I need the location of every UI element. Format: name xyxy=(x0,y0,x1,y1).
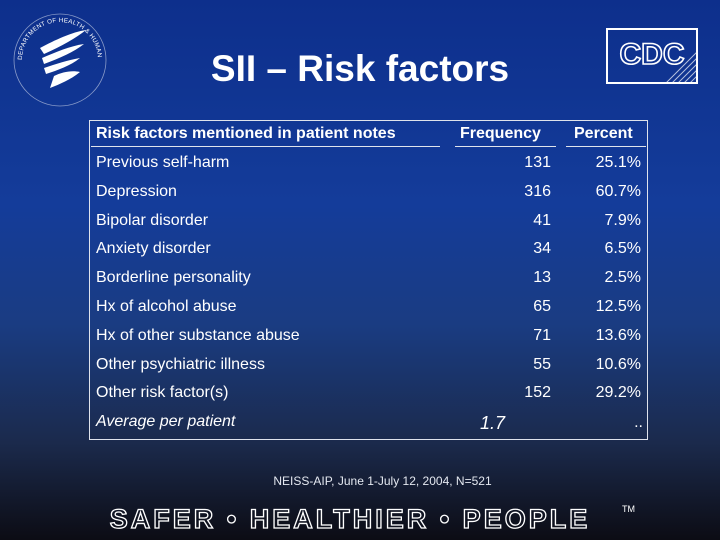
header-divider-percent xyxy=(566,146,646,147)
table-row: Anxiety disorder 34 6.5% xyxy=(96,240,641,262)
table-row: Hx of alcohol abuse 65 12.5% xyxy=(96,298,641,320)
tagline-text: SAFER • HEALTHIER • PEOPLE xyxy=(110,504,590,534)
risk-factor-label: Previous self-harm xyxy=(96,154,230,171)
table-row: Depression 316 60.7% xyxy=(96,183,641,205)
percent-value: 2.5% xyxy=(604,269,641,286)
frequency-value: 34 xyxy=(533,240,551,257)
header-risk-factors: Risk factors mentioned in patient notes xyxy=(96,125,396,142)
percent-value: 10.6% xyxy=(595,356,641,373)
average-frequency-value: 1.7 xyxy=(480,413,506,433)
header-divider-factor xyxy=(91,146,440,147)
percent-value: 6.5% xyxy=(604,240,641,257)
risk-factor-label: Other risk factor(s) xyxy=(96,384,229,401)
frequency-value: 55 xyxy=(533,356,551,373)
percent-value: 12.5% xyxy=(595,298,641,315)
trademark-mark: TM xyxy=(622,504,635,514)
risk-factor-label: Depression xyxy=(96,183,177,200)
table-row: Other psychiatric illness 55 10.6% xyxy=(96,356,641,378)
header-percent: Percent xyxy=(574,125,633,142)
risk-factor-label: Hx of alcohol abuse xyxy=(96,298,237,315)
frequency-value: 71 xyxy=(533,327,551,344)
table-row: Previous self-harm 131 25.1% xyxy=(96,154,641,176)
average-row: Average per patient xyxy=(96,413,641,435)
frequency-value: 41 xyxy=(533,212,551,229)
table-row: Other risk factor(s) 152 29.2% xyxy=(96,384,641,406)
percent-value: 7.9% xyxy=(604,212,641,229)
percent-value: 13.6% xyxy=(595,327,641,344)
percent-value: 60.7% xyxy=(595,183,641,200)
table-row: Bipolar disorder 41 7.9% xyxy=(96,212,641,234)
slide-title: SII – Risk factors xyxy=(210,48,510,89)
frequency-value: 13 xyxy=(533,269,551,286)
source-note: NEISS-AIP, June 1-July 12, 2004, N=521 xyxy=(273,474,492,488)
tagline-banner: SAFER • HEALTHIER • PEOPLE TM xyxy=(109,503,635,534)
risk-factors-table xyxy=(89,120,648,440)
risk-factor-label: Bipolar disorder xyxy=(96,212,209,229)
percent-value: 25.1% xyxy=(595,154,641,171)
frequency-value: 131 xyxy=(524,154,551,171)
frequency-value: 152 xyxy=(524,384,551,401)
frequency-value: 316 xyxy=(524,183,551,200)
risk-factor-label: Anxiety disorder xyxy=(96,240,211,257)
header-frequency: Frequency xyxy=(460,125,541,142)
frequency-value: 65 xyxy=(533,298,551,315)
risk-factor-label: Borderline personality xyxy=(96,269,251,286)
percent-value: 29.2% xyxy=(595,384,641,401)
header-divider-frequency xyxy=(455,146,556,147)
average-percent-value: .. xyxy=(634,414,643,431)
cdc-logo-text: CDC xyxy=(620,38,685,71)
hhs-logo: DEPARTMENT OF HEALTH & HUMAN SERVICES·US… xyxy=(10,10,107,107)
table-row: Borderline personality 13 2.5% xyxy=(96,269,641,291)
cdc-logo: CDC xyxy=(606,28,698,84)
table-row: Hx of other substance abuse 71 13.6% xyxy=(96,327,641,349)
average-label: Average per patient xyxy=(96,413,236,430)
risk-factor-label: Hx of other substance abuse xyxy=(96,327,300,344)
risk-factor-label: Other psychiatric illness xyxy=(96,356,265,373)
